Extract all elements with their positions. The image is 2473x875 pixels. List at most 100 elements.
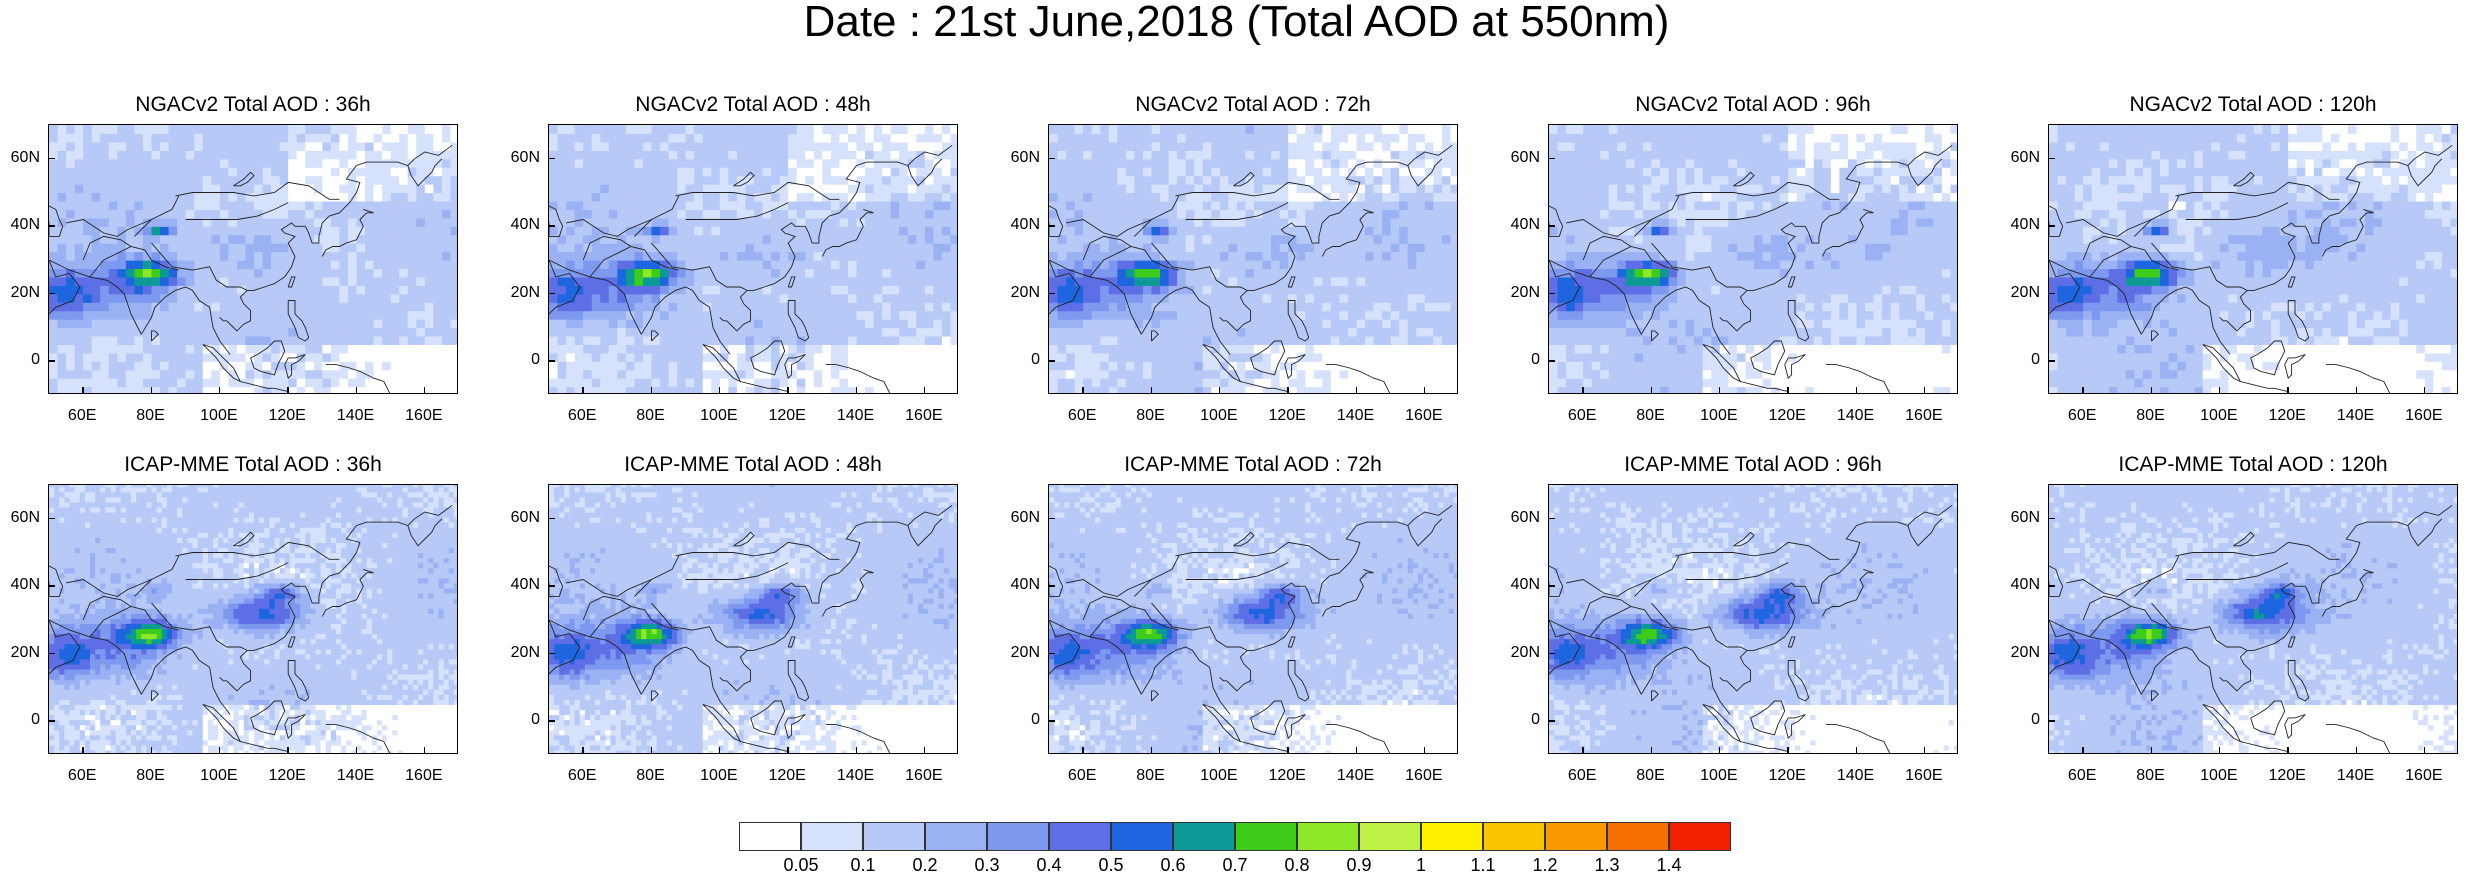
lat-tick-label: 60N bbox=[0, 510, 40, 526]
lat-tick bbox=[548, 158, 555, 160]
lat-tick-label: 20N bbox=[500, 645, 540, 661]
lon-tick-label: 160E bbox=[1394, 768, 1454, 784]
colorbar-label: 0.6 bbox=[1143, 855, 1203, 875]
lon-tick bbox=[219, 387, 221, 394]
lon-tick-label: 100E bbox=[1189, 768, 1249, 784]
lon-tick-label: 140E bbox=[2326, 768, 2386, 784]
lon-tick-label: 60E bbox=[52, 768, 112, 784]
lat-tick bbox=[48, 158, 55, 160]
aod-map bbox=[1048, 484, 1458, 754]
lon-tick bbox=[856, 387, 858, 394]
lon-tick bbox=[2424, 747, 2426, 754]
lon-tick-label: 120E bbox=[2257, 768, 2317, 784]
aod-map bbox=[48, 484, 458, 754]
colorbar-box bbox=[1669, 822, 1731, 851]
lon-tick-label: 60E bbox=[2052, 408, 2112, 424]
lat-tick bbox=[2048, 720, 2055, 722]
lat-tick bbox=[1048, 518, 1055, 520]
aod-field-cells bbox=[1049, 485, 1458, 754]
lat-tick-label: 40N bbox=[500, 217, 540, 233]
lat-tick bbox=[548, 225, 555, 227]
aod-map bbox=[1048, 124, 1458, 394]
lat-tick bbox=[1548, 360, 1555, 362]
lat-tick-label: 40N bbox=[0, 217, 40, 233]
lat-tick-label: 40N bbox=[1500, 577, 1540, 593]
lon-tick-label: 80E bbox=[1621, 768, 1681, 784]
lat-tick bbox=[1048, 653, 1055, 655]
aod-field-svg bbox=[2049, 485, 2458, 754]
lon-tick-label: 160E bbox=[894, 408, 954, 424]
lon-tick-label: 80E bbox=[1121, 408, 1181, 424]
lon-tick-label: 160E bbox=[2394, 408, 2454, 424]
aod-field-svg bbox=[549, 485, 958, 754]
figure-title: Date : 21st June,2018 (Total AOD at 550n… bbox=[0, 0, 2473, 44]
panel-title: ICAP-MME Total AOD : 72h bbox=[1048, 453, 1458, 477]
lat-tick-label: 40N bbox=[0, 577, 40, 593]
aod-field-cells bbox=[549, 485, 958, 754]
lat-tick bbox=[48, 225, 55, 227]
aod-field-cells bbox=[2049, 125, 2458, 394]
lon-tick bbox=[1719, 387, 1721, 394]
aod-field-svg bbox=[49, 125, 458, 394]
lon-tick-label: 100E bbox=[2189, 768, 2249, 784]
lat-tick-label: 60N bbox=[2000, 510, 2040, 526]
lat-tick bbox=[548, 720, 555, 722]
lat-tick bbox=[48, 720, 55, 722]
lat-tick-label: 40N bbox=[1000, 217, 1040, 233]
lon-tick bbox=[1356, 747, 1358, 754]
lat-tick-label: 20N bbox=[0, 645, 40, 661]
lat-tick-label: 40N bbox=[1000, 577, 1040, 593]
aod-field-svg bbox=[1549, 125, 1958, 394]
lon-tick bbox=[2151, 747, 2153, 754]
lat-tick-label: 20N bbox=[0, 285, 40, 301]
lat-tick-label: 60N bbox=[0, 150, 40, 166]
lat-tick bbox=[548, 293, 555, 295]
aod-field-svg bbox=[49, 485, 458, 754]
lon-tick bbox=[1424, 387, 1426, 394]
lon-tick-label: 120E bbox=[757, 768, 817, 784]
lon-tick bbox=[1924, 387, 1926, 394]
lon-tick bbox=[1151, 747, 1153, 754]
lon-tick bbox=[582, 387, 584, 394]
lat-tick bbox=[1048, 225, 1055, 227]
lat-tick bbox=[2048, 518, 2055, 520]
lon-tick bbox=[719, 387, 721, 394]
lon-tick-label: 60E bbox=[52, 408, 112, 424]
panel-title: NGACv2 Total AOD : 36h bbox=[48, 93, 458, 117]
colorbar-label: 1.2 bbox=[1515, 855, 1575, 875]
lon-tick-label: 60E bbox=[1052, 408, 1112, 424]
lon-tick bbox=[2424, 387, 2426, 394]
lon-tick-label: 60E bbox=[1052, 768, 1112, 784]
lon-tick bbox=[2287, 747, 2289, 754]
aod-map bbox=[2048, 124, 2458, 394]
lon-tick bbox=[2356, 747, 2358, 754]
lat-tick-label: 40N bbox=[2000, 217, 2040, 233]
lat-tick-label: 60N bbox=[1000, 510, 1040, 526]
lon-tick-label: 160E bbox=[1894, 768, 1954, 784]
lon-tick bbox=[1787, 747, 1789, 754]
lon-tick bbox=[1287, 387, 1289, 394]
aod-field-cells bbox=[2049, 485, 2458, 754]
lat-tick bbox=[548, 360, 555, 362]
lon-tick bbox=[82, 387, 84, 394]
lat-tick bbox=[2048, 653, 2055, 655]
aod-field-cells bbox=[1549, 125, 1958, 394]
panel-title: NGACv2 Total AOD : 72h bbox=[1048, 93, 1458, 117]
lat-tick bbox=[48, 653, 55, 655]
lat-tick-label: 60N bbox=[1500, 510, 1540, 526]
lat-tick bbox=[1548, 518, 1555, 520]
aod-field-cells bbox=[1049, 125, 1458, 394]
colorbar-label: 1.1 bbox=[1453, 855, 1513, 875]
lon-tick bbox=[1856, 747, 1858, 754]
lat-tick bbox=[1548, 653, 1555, 655]
lon-tick bbox=[424, 747, 426, 754]
lon-tick-label: 80E bbox=[121, 408, 181, 424]
aod-field-svg bbox=[1049, 125, 1458, 394]
lon-tick-label: 60E bbox=[552, 768, 612, 784]
lat-tick bbox=[2048, 158, 2055, 160]
aod-map bbox=[548, 484, 958, 754]
lat-tick-label: 0 bbox=[500, 352, 540, 368]
